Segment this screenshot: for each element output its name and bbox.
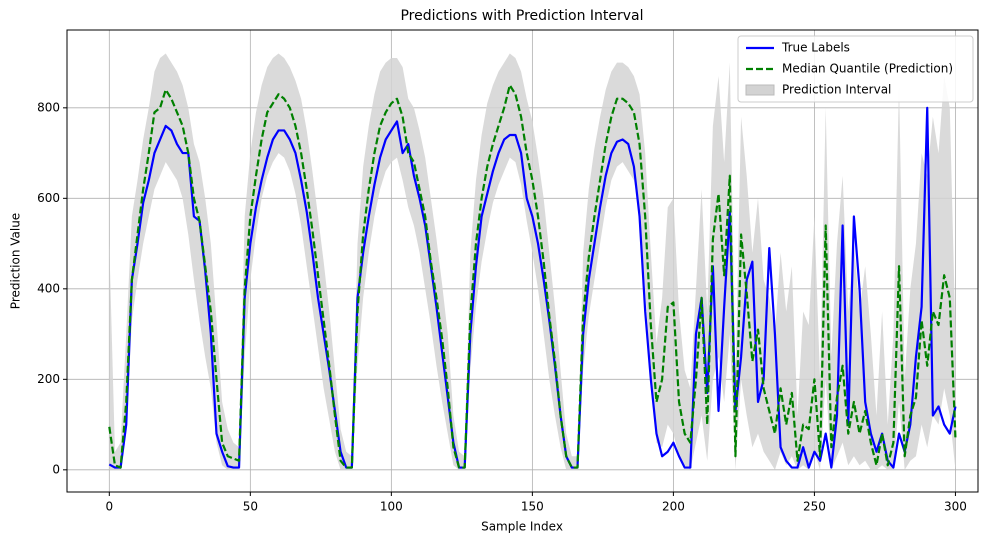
- x-tick-label: 200: [662, 500, 685, 514]
- x-axis-label: Sample Index: [481, 520, 563, 534]
- legend-label: Prediction Interval: [782, 83, 891, 97]
- x-tick-label: 50: [243, 500, 258, 514]
- series-line: [108, 84, 957, 469]
- chart-title: Predictions with Prediction Interval: [400, 8, 643, 24]
- plot-frame: [66, 29, 979, 493]
- y-axis-label: Prediction Value: [9, 213, 23, 309]
- x-tick-label: 250: [803, 500, 826, 514]
- legend-label: Median Quantile (Prediction): [782, 62, 953, 76]
- legend-box: [737, 35, 974, 103]
- x-tick-label: 100: [380, 500, 403, 514]
- x-tick-label: 0: [105, 500, 113, 514]
- y-tick-label: 600: [37, 191, 60, 205]
- x-tick-label: 300: [944, 500, 967, 514]
- y-tick-label: 400: [37, 281, 60, 295]
- plot: [108, 53, 957, 470]
- legend-swatch: [745, 84, 775, 96]
- legend-label: True Labels: [781, 41, 850, 55]
- y-tick-label: 0: [52, 462, 60, 476]
- y-tick-label: 200: [37, 372, 60, 386]
- series-line: [108, 106, 957, 469]
- x-tick-label: 150: [521, 500, 544, 514]
- y-tick-label: 800: [37, 100, 60, 114]
- prediction-band: [109, 53, 956, 470]
